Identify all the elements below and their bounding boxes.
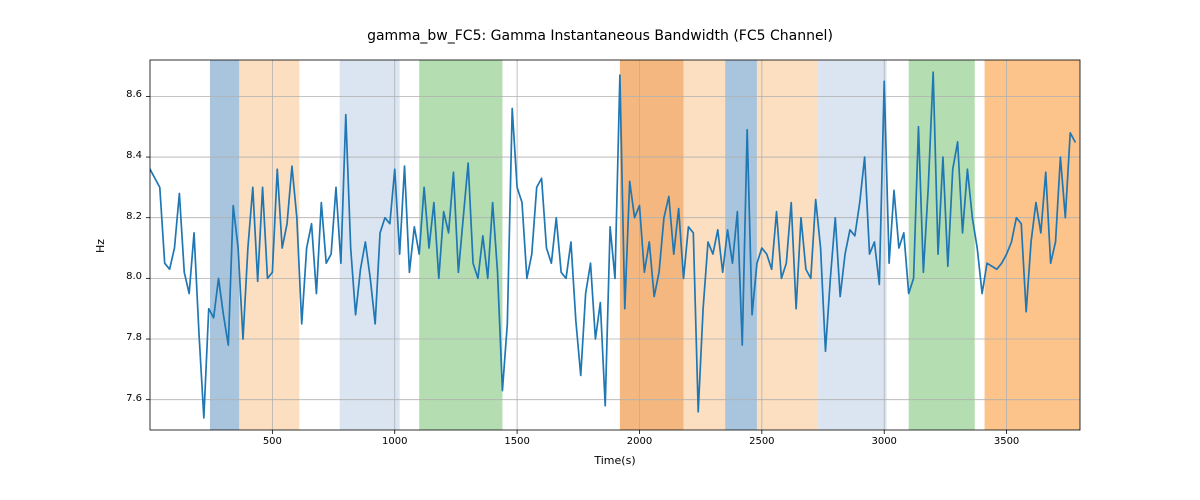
x-tick-label: 1500 — [497, 436, 537, 447]
y-tick-label: 8.2 — [110, 211, 142, 222]
y-axis-label: Hz — [94, 239, 107, 253]
x-tick-label: 500 — [252, 436, 292, 447]
x-axis-label: Time(s) — [150, 454, 1080, 467]
y-tick-label: 7.6 — [110, 393, 142, 404]
y-tick-label: 7.8 — [110, 332, 142, 343]
x-tick-label: 2000 — [619, 436, 659, 447]
y-tick-label: 8.4 — [110, 150, 142, 161]
figure: gamma_bw_FC5: Gamma Instantaneous Bandwi… — [0, 0, 1200, 500]
y-tick-label: 8.0 — [110, 271, 142, 282]
x-tick-label: 3000 — [864, 436, 904, 447]
x-tick-label: 2500 — [742, 436, 782, 447]
y-tick-label: 8.6 — [110, 89, 142, 100]
chart-svg — [0, 0, 1200, 500]
x-tick-label: 3500 — [987, 436, 1027, 447]
x-tick-label: 1000 — [375, 436, 415, 447]
chart-title: gamma_bw_FC5: Gamma Instantaneous Bandwi… — [0, 28, 1200, 44]
